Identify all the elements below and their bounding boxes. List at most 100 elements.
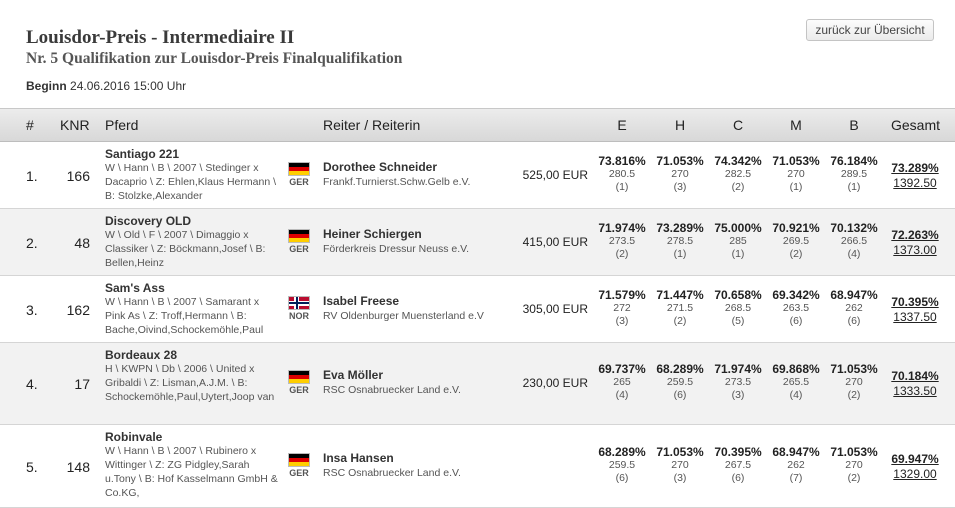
judge-points: 271.5 xyxy=(666,301,694,314)
judge-percent: 71.447% xyxy=(656,287,704,302)
col-horse[interactable]: Pferd xyxy=(105,117,139,133)
judge-placing: (4) xyxy=(789,389,803,401)
judge-points: 270 xyxy=(671,167,689,180)
judge-percent: 75.000% xyxy=(714,220,762,235)
judge-points: 270 xyxy=(671,458,689,471)
prize-money: 230,00 EUR xyxy=(522,376,588,390)
table-row[interactable]: 5. 148 Robinvale W \ Hann \ B \ 2007 \ Ru… xyxy=(0,425,955,508)
total-score: 73.289% 1392.50 xyxy=(887,161,943,191)
total-percent-link[interactable]: 73.289% xyxy=(891,160,939,175)
rank: 4. xyxy=(26,376,38,392)
judge-placing: (2) xyxy=(615,247,629,260)
judge-placing: (4) xyxy=(615,389,629,401)
col-judge-b[interactable]: B xyxy=(849,117,859,133)
col-judge-c[interactable]: C xyxy=(732,117,744,133)
judge-placing: (1) xyxy=(847,180,861,193)
horse-info: W \ Hann \ B \ 2007 \ Stedinger x Dacapr… xyxy=(105,162,276,202)
judge-placing: (2) xyxy=(673,314,687,327)
col-judge-m[interactable]: M xyxy=(790,117,802,133)
judge-percent: 68.289% xyxy=(598,444,646,459)
total-points-link[interactable]: 1337.50 xyxy=(893,309,937,324)
table-header: # KNR Pferd Reiter / Reiterin E H C M B … xyxy=(0,108,955,142)
judge-b-score: 68.947% 262 (6) xyxy=(826,288,882,328)
judge-h-score: 68.289% 259.5 (6) xyxy=(652,362,708,402)
total-percent-link[interactable]: 70.395% xyxy=(891,294,939,309)
total-score: 70.395% 1337.50 xyxy=(887,295,943,325)
back-to-overview-button[interactable]: zurück zur Übersicht xyxy=(806,19,934,41)
col-rank[interactable]: # xyxy=(26,117,34,133)
total-points-link[interactable]: 1329.00 xyxy=(893,466,937,481)
judge-b-score: 76.184% 289.5 (1) xyxy=(826,154,882,194)
judge-placing: (2) xyxy=(847,471,861,484)
judge-percent: 70.132% xyxy=(830,220,878,235)
start-time: Beginn 24.06.2016 15:00 Uhr xyxy=(26,79,186,93)
judge-c-score: 75.000% 285 (1) xyxy=(710,221,766,261)
total-points-link[interactable]: 1373.00 xyxy=(893,242,937,257)
rider-club: RV Oldenburger Muensterland e.V xyxy=(323,309,484,322)
col-judge-h[interactable]: H xyxy=(674,117,686,133)
judge-b-score: 70.132% 266.5 (4) xyxy=(826,221,882,261)
judge-points: 280.5 xyxy=(608,167,636,180)
judge-percent: 74.342% xyxy=(714,153,762,168)
judge-points: 278.5 xyxy=(666,234,694,247)
judge-percent: 69.737% xyxy=(598,362,646,376)
rider-name: Isabel Freese xyxy=(323,293,400,308)
judge-c-score: 71.974% 273.5 (3) xyxy=(710,362,766,402)
horse-name: Bordeaux 28 xyxy=(105,348,178,362)
judge-percent: 73.289% xyxy=(656,220,704,235)
total-score: 69.947% 1329.00 xyxy=(887,452,943,482)
judge-h-score: 71.447% 271.5 (2) xyxy=(652,288,708,328)
germany-flag-icon xyxy=(288,228,310,243)
judge-percent: 71.053% xyxy=(656,444,704,459)
knr: 48 xyxy=(74,234,90,251)
rank: 5. xyxy=(26,458,38,475)
total-percent-link[interactable]: 70.184% xyxy=(891,369,939,383)
col-rider[interactable]: Reiter / Reiterin xyxy=(323,117,421,133)
table-row[interactable]: 4. 17 Bordeaux 28 H \ KWPN \ Db \ 2006 \ … xyxy=(0,343,955,425)
judge-placing: (3) xyxy=(673,180,687,193)
rider-name: Eva Möller xyxy=(323,368,384,382)
judge-points: 268.5 xyxy=(724,301,752,314)
judge-points: 266.5 xyxy=(840,234,868,247)
nation-code: GER xyxy=(289,176,309,187)
table-row[interactable]: 2. 48 Discovery OLD W \ Old \ F \ 2007 \ … xyxy=(0,209,955,276)
judge-e-score: 73.816% 280.5 (1) xyxy=(594,154,650,194)
judge-points: 267.5 xyxy=(724,458,752,471)
judge-m-score: 70.921% 269.5 (2) xyxy=(768,221,824,261)
nation-code: GER xyxy=(289,243,309,254)
col-judge-e[interactable]: E xyxy=(617,117,627,133)
col-knr[interactable]: KNR xyxy=(60,117,90,133)
judge-h-score: 71.053% 270 (3) xyxy=(652,154,708,194)
judge-points: 273.5 xyxy=(724,376,752,388)
judge-percent: 68.289% xyxy=(656,362,704,376)
nation-code: GER xyxy=(289,467,309,478)
start-value: 24.06.2016 15:00 Uhr xyxy=(70,79,187,93)
judge-points: 259.5 xyxy=(666,376,694,388)
judge-placing: (1) xyxy=(789,180,803,193)
judge-m-score: 69.342% 263.5 (6) xyxy=(768,288,824,328)
judge-percent: 68.947% xyxy=(830,287,878,302)
horse-info: W \ Hann \ B \ 2007 \ Rubinero x Witting… xyxy=(105,445,278,499)
col-total[interactable]: Gesamt xyxy=(891,117,941,133)
table-row[interactable]: 3. 162 Sam's Ass W \ Hann \ B \ 2007 \ Sa… xyxy=(0,276,955,343)
judge-percent: 70.395% xyxy=(714,444,762,459)
total-percent-link[interactable]: 69.947% xyxy=(891,451,939,466)
judge-m-score: 69.868% 265.5 (4) xyxy=(768,362,824,402)
judge-points: 259.5 xyxy=(608,458,636,471)
total-points-link[interactable]: 1333.50 xyxy=(893,384,937,398)
table-row[interactable]: 1. 166 Santiago 221 W \ Hann \ B \ 2007 \… xyxy=(0,142,955,209)
norway-flag-icon xyxy=(288,295,310,310)
rank: 1. xyxy=(26,167,38,184)
horse-cell: Sam's Ass W \ Hann \ B \ 2007 \ Samarant… xyxy=(105,281,280,337)
judge-percent: 76.184% xyxy=(830,153,878,168)
total-points-link[interactable]: 1392.50 xyxy=(893,175,937,190)
judge-e-score: 71.974% 273.5 (2) xyxy=(594,221,650,261)
total-percent-link[interactable]: 72.263% xyxy=(891,227,939,242)
judge-c-score: 70.658% 268.5 (5) xyxy=(710,288,766,328)
germany-flag-icon xyxy=(288,452,310,467)
germany-flag-icon xyxy=(288,370,310,384)
judge-h-score: 73.289% 278.5 (1) xyxy=(652,221,708,261)
horse-cell: Bordeaux 28 H \ KWPN \ Db \ 2006 \ Unite… xyxy=(105,348,280,404)
rider-club: Förderkreis Dressur Neuss e.V. xyxy=(323,242,470,255)
page-title: Louisdor-Preis - Intermediaire II xyxy=(26,27,295,48)
